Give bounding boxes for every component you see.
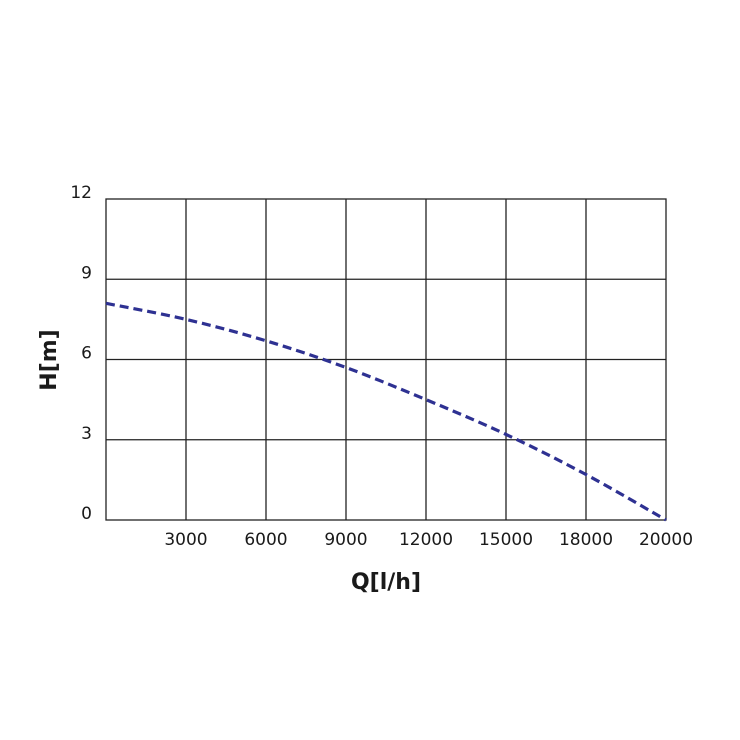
x-tick-label: 6000 (244, 530, 287, 550)
y-tick-label: 9 (81, 263, 92, 283)
y-tick-label: 12 (70, 183, 92, 203)
chart-curve-group (105, 301, 667, 522)
chart-grid (105, 198, 667, 521)
x-tick-label: 18000 (559, 530, 613, 550)
x-tick-label: 12000 (399, 530, 453, 550)
y-tick-label: 6 (81, 344, 92, 364)
y-axis-label: H[m] (37, 329, 62, 390)
x-tick-label: 3000 (164, 530, 207, 550)
y-tick-label: 3 (81, 424, 92, 444)
y-tick-label: 0 (81, 504, 92, 524)
x-tick-label: 9000 (324, 530, 367, 550)
pump-curve-line (105, 301, 667, 522)
x-axis-ticks: 3000 6000 9000 12000 15000 18000 20000 (164, 530, 693, 550)
x-axis-label: Q[l/h] (351, 570, 421, 595)
y-axis-ticks: 0 3 6 9 12 (70, 183, 92, 524)
x-tick-label: 20000 (639, 530, 693, 550)
x-tick-label: 15000 (479, 530, 533, 550)
